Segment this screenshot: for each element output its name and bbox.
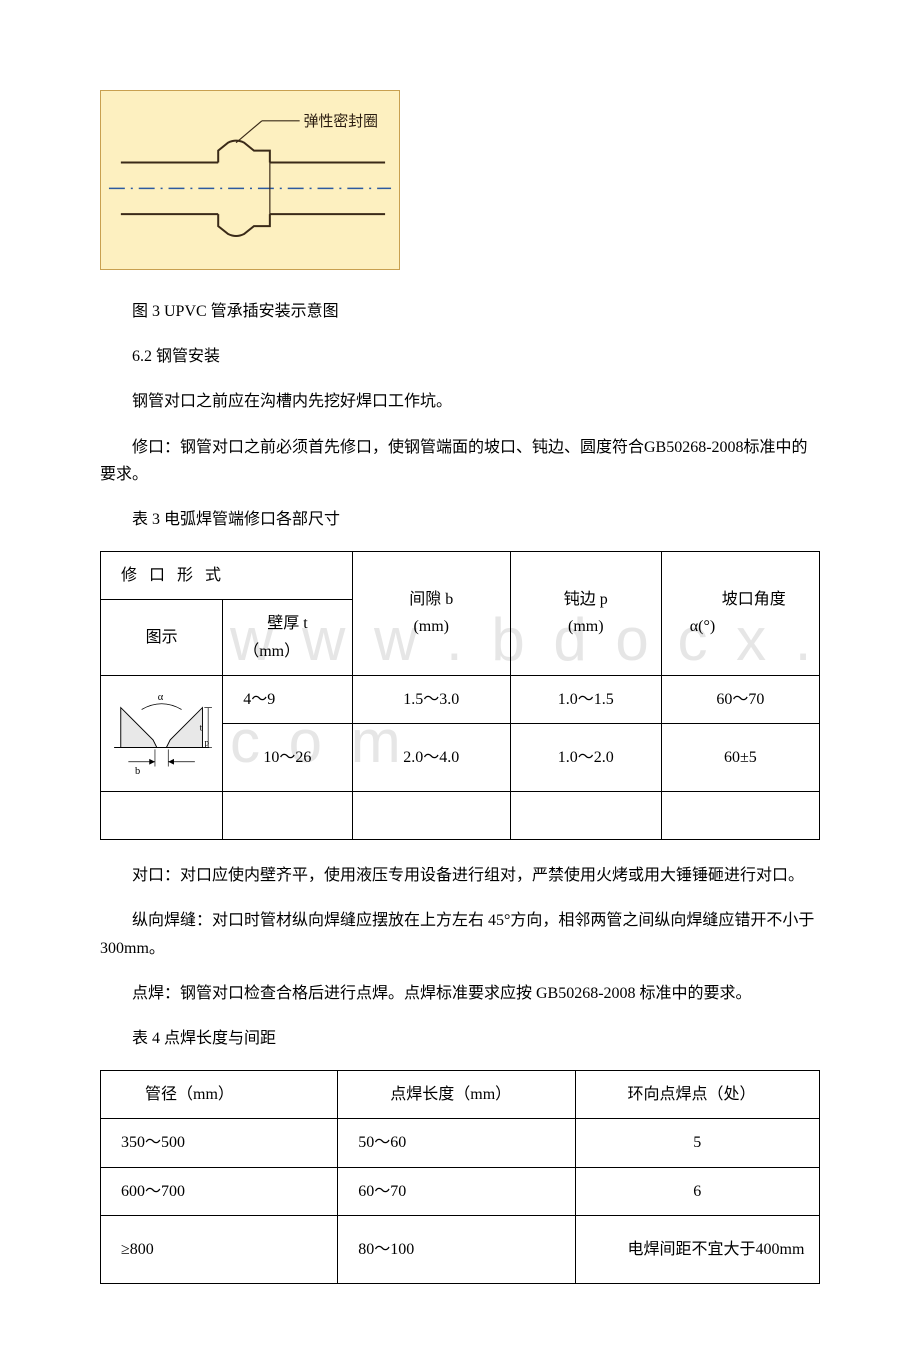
para-dianhan: 点焊：钢管对口检查合格后进行点焊。点焊标准要求应按 GB50268-2008 标…	[100, 980, 820, 1007]
figure-3-caption: 图 3 UPVC 管承插安装示意图	[100, 298, 820, 325]
t3-h-edge-l1: 钝边 p	[564, 591, 608, 608]
t4-r1-c1: 350～500	[101, 1119, 338, 1167]
table-3: 修 口 形 式 间隙 b (mm) 钝边 p (mm) 坡口角度 α(°) 图示…	[100, 551, 820, 840]
svg-text:t: t	[200, 724, 203, 734]
pipe-joint-diagram: 弹性密封圈	[101, 91, 399, 270]
t3-empty-5	[661, 792, 819, 840]
figure-3: 弹性密封圈	[100, 90, 400, 270]
t3-h-gap-l1: 间隙 b	[409, 591, 453, 608]
t4-r3-c3: 电焊间距不宜大于400mm	[575, 1215, 819, 1283]
t3-h-thickness: 壁厚 t（mm）	[223, 600, 352, 675]
svg-text:b: b	[135, 766, 140, 776]
t4-h2: 点焊长度（mm）	[338, 1071, 575, 1119]
t3-r1-a: 60～70	[661, 675, 819, 723]
t3-empty-3	[352, 792, 510, 840]
table-4: 管径（mm） 点焊长度（mm） 环向点焊点（处） 350～500 50～60 5…	[100, 1070, 820, 1284]
groove-diagram: α t p b	[105, 681, 218, 776]
t3-r2-t: 10～26	[223, 723, 352, 791]
para-duikou: 对口：对口应使内壁齐平，使用液压专用设备进行组对，严禁使用火烤或用大锤锤砸进行对…	[100, 862, 820, 889]
t3-r2-b: 2.0～4.0	[352, 723, 510, 791]
para-zongxiang: 纵向焊缝：对口时管材纵向焊缝应摆放在上方左右 45°方向，相邻两管之间纵向焊缝应…	[100, 907, 820, 961]
t3-h-gap-l2: (mm)	[413, 618, 449, 635]
t3-empty-4	[510, 792, 661, 840]
t4-r2-c1: 600～700	[101, 1167, 338, 1215]
t3-h-angle-l2: α(°)	[690, 618, 715, 635]
t3-h-form: 修 口 形 式	[101, 552, 353, 600]
t4-r1-c2: 50～60	[338, 1119, 575, 1167]
t3-h-gap: 间隙 b (mm)	[352, 552, 510, 676]
section-6-2-title: 6.2 钢管安装	[100, 343, 820, 370]
t3-empty-2	[223, 792, 352, 840]
table-3-caption: 表 3 电弧焊管端修口各部尺寸	[100, 506, 820, 533]
seal-ring-label: 弹性密封圈	[304, 113, 378, 130]
t3-r1-p: 1.0～1.5	[510, 675, 661, 723]
svg-text:p: p	[204, 739, 209, 749]
para-xiukou: 修口：钢管对口之前必须首先修口，使钢管端面的坡口、钝边、圆度符合GB50268-…	[100, 434, 820, 488]
t3-r1-b: 1.5～3.0	[352, 675, 510, 723]
svg-text:α: α	[158, 692, 164, 703]
t3-empty-1	[101, 792, 223, 840]
t4-h3: 环向点焊点（处）	[575, 1071, 819, 1119]
t4-r2-c3: 6	[575, 1167, 819, 1215]
t4-r3-c2: 80～100	[338, 1215, 575, 1283]
t3-h-diagram: 图示	[101, 600, 223, 675]
t3-r1-t: 4～9	[223, 675, 352, 723]
t3-diagram-cell: α t p b	[101, 675, 223, 791]
t3-h-angle-l1: 坡口角度	[690, 586, 786, 613]
t3-r2-p: 1.0～2.0	[510, 723, 661, 791]
t4-r2-c2: 60～70	[338, 1167, 575, 1215]
t3-h-edge: 钝边 p (mm)	[510, 552, 661, 676]
para-intro: 钢管对口之前应在沟槽内先挖好焊口工作坑。	[100, 388, 820, 415]
table-4-caption: 表 4 点焊长度与间距	[100, 1025, 820, 1052]
t4-r1-c3: 5	[575, 1119, 819, 1167]
t4-r3-c1: ≥800	[101, 1215, 338, 1283]
t4-h1: 管径（mm）	[101, 1071, 338, 1119]
t3-r2-a: 60±5	[661, 723, 819, 791]
t3-h-angle: 坡口角度 α(°)	[661, 552, 819, 676]
t3-h-edge-l2: (mm)	[568, 618, 604, 635]
